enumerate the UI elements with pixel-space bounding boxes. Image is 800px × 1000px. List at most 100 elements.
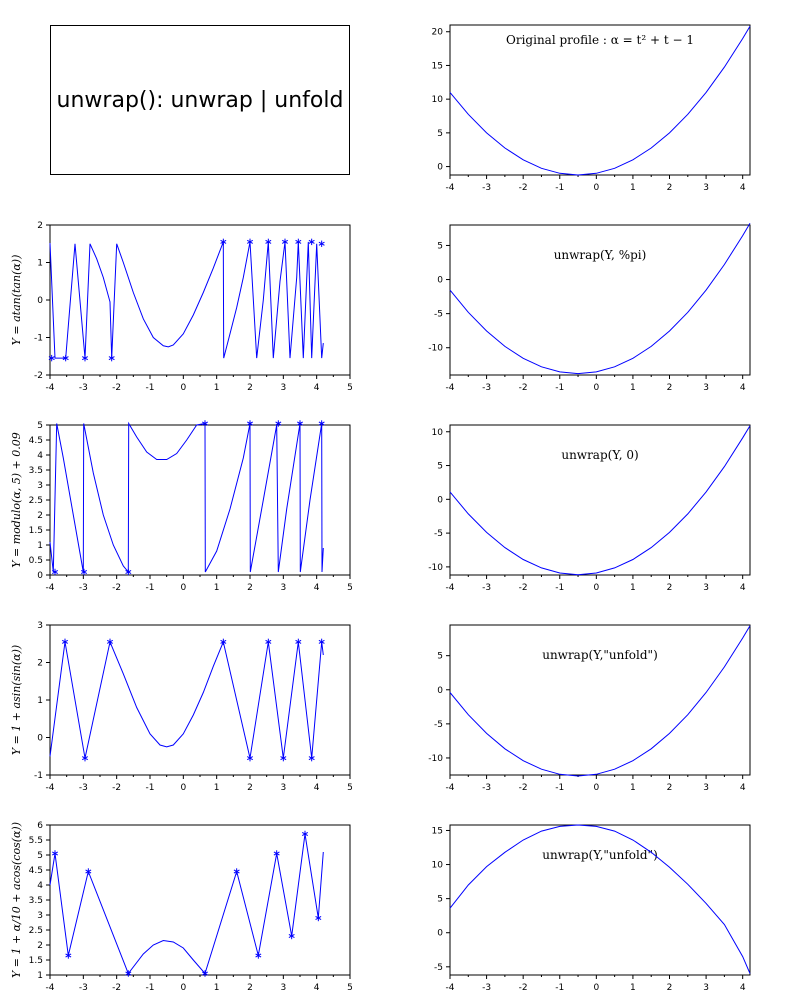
y-tick-label: 1 (37, 971, 43, 981)
asterisk-marker (301, 830, 309, 838)
asterisk-marker (315, 914, 322, 922)
y-tick-label: -5 (434, 529, 443, 539)
y-tick-label: -1 (34, 334, 43, 344)
x-tick-label: 0 (180, 783, 186, 793)
series-line (49, 241, 324, 359)
asterisk-marker (308, 754, 315, 762)
x-tick-label: 3 (703, 983, 709, 993)
y-tick-label: 3 (37, 911, 43, 921)
x-tick-label: 0 (593, 783, 599, 793)
asterisk-marker (265, 238, 272, 246)
asterisk-marker (318, 240, 325, 247)
y-axis-label: Y = 1 + α/10 + acos(cos(α)) (10, 822, 23, 978)
x-tick-label: 4 (314, 383, 320, 393)
x-tick-label: 1 (630, 583, 636, 593)
y-tick-label: -10 (428, 344, 443, 354)
series-line (449, 425, 751, 576)
plot-frame (49, 824, 351, 976)
x-tick-label: 2 (667, 183, 673, 193)
x-tick-label: -3 (79, 983, 88, 993)
asterisk-marker (51, 568, 59, 576)
x-tick-label: -1 (146, 783, 155, 793)
x-tick-label: 5 (347, 583, 353, 593)
annotation-label: unwrap(Y, 0) (561, 448, 638, 462)
y-tick-label: 4.5 (29, 436, 43, 446)
y-tick-label: 0 (437, 276, 443, 286)
x-tick-label: 2 (667, 983, 673, 993)
x-tick-label: 2 (247, 383, 253, 393)
x-tick-label: -4 (446, 783, 455, 793)
asterisk-marker (108, 354, 115, 362)
asterisk-marker (288, 932, 295, 940)
x-tick-label: -4 (46, 783, 55, 793)
asterisk-marker (296, 420, 304, 427)
series-line (449, 824, 751, 974)
y-axis-label: Y = atan(tan(α)) (10, 255, 23, 346)
y-tick-label: 2.5 (29, 496, 43, 506)
x-tick-label: 3 (703, 383, 709, 393)
asterisk-marker (295, 638, 302, 646)
x-tick-label: 4 (740, 983, 746, 993)
x-tick-label: -3 (79, 383, 88, 393)
y-tick-label: 0 (37, 734, 43, 744)
chart-left-4: -4 -3 -2 -1 0 1 2 3 4 5 1 1.5 2 2.5 3 3.5 4 4.5 5 5.5 6 Y = 1… (10, 821, 353, 993)
series-line (49, 421, 324, 574)
asterisk-marker (308, 238, 315, 246)
x-tick-label: 1 (630, 383, 636, 393)
series-line (49, 833, 324, 975)
asterisk-marker (85, 868, 92, 875)
y-tick-label: 10 (432, 95, 444, 105)
y-tick-label: -1 (34, 771, 43, 781)
y-tick-label: 1.5 (29, 956, 43, 966)
asterisk-marker (273, 850, 280, 857)
x-tick-label: -2 (519, 383, 528, 393)
x-tick-label: 3 (280, 383, 286, 393)
x-tick-label: 4 (314, 783, 320, 793)
asterisk-marker (295, 238, 302, 246)
y-tick-label: 4.5 (29, 866, 43, 876)
y-tick-label: 1 (37, 259, 43, 269)
x-tick-label: -4 (446, 183, 455, 193)
annotation-label: unwrap(Y, %pi) (554, 248, 647, 262)
x-tick-label: 3 (280, 783, 286, 793)
x-tick-label: -4 (446, 983, 455, 993)
x-tick-label: 4 (740, 383, 746, 393)
y-tick-label: 0 (37, 571, 43, 581)
y-axis-label: Y = modulo(α, 5) + 0.09 (10, 432, 23, 568)
asterisk-marker (281, 238, 289, 246)
x-tick-label: 2 (247, 783, 253, 793)
y-tick-label: 3.5 (29, 466, 43, 476)
x-tick-label: 3 (703, 783, 709, 793)
y-tick-label: 1 (37, 696, 43, 706)
plot-frame (49, 424, 351, 576)
x-tick-label: 0 (180, 383, 186, 393)
y-tick-label: 0 (437, 163, 443, 173)
asterisk-marker (220, 638, 227, 646)
y-tick-label: 1 (37, 541, 43, 551)
asterisk-marker (201, 420, 209, 427)
x-tick-label: -1 (555, 183, 564, 193)
x-tick-label: -3 (79, 583, 88, 593)
x-tick-label: 1 (630, 783, 636, 793)
x-tick-label: 2 (667, 383, 673, 393)
chart-left-2: -4 -3 -2 -1 0 1 2 3 4 5 0 0.5 1 1.5 2 2.5 3 3.5 4 4.5 5 Y = m… (10, 420, 353, 593)
asterisk-marker (233, 868, 240, 875)
y-tick-label: 5 (437, 462, 443, 472)
x-tick-label: 1 (214, 783, 220, 793)
chart-left-3: -4 -3 -2 -1 0 1 2 3 4 5 -1 0 1 2 3 Y = 1 + asin(sin(α)) (10, 621, 353, 793)
x-tick-label: 0 (593, 983, 599, 993)
x-tick-label: -2 (519, 783, 528, 793)
y-tick-label: 5 (37, 851, 43, 861)
x-tick-label: -2 (112, 783, 121, 793)
x-tick-label: 0 (180, 983, 186, 993)
asterisk-marker (265, 638, 272, 646)
asterisk-marker (275, 420, 282, 427)
asterisk-marker (246, 238, 254, 246)
x-tick-label: 1 (630, 983, 636, 993)
x-tick-label: 4 (314, 983, 320, 993)
x-tick-label: 0 (180, 583, 186, 593)
y-tick-label: 5.5 (29, 836, 43, 846)
asterisk-marker (255, 952, 262, 959)
y-tick-label: 4 (37, 451, 43, 461)
